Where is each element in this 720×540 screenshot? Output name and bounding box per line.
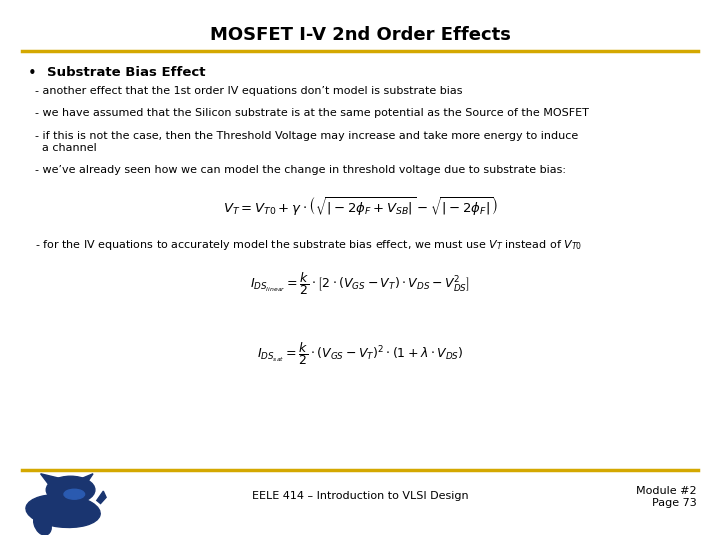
Text: - for the IV equations to accurately model the substrate bias effect, we must us: - for the IV equations to accurately mod…	[35, 238, 582, 252]
Ellipse shape	[64, 489, 85, 499]
Text: $I_{DS_{linear}} = \dfrac{k}{2} \cdot \left[2 \cdot \left(V_{GS} - V_T\right) \c: $I_{DS_{linear}} = \dfrac{k}{2} \cdot \l…	[250, 270, 470, 297]
Text: - another effect that the 1st order IV equations don’t model is substrate bias: - another effect that the 1st order IV e…	[35, 86, 462, 97]
Ellipse shape	[48, 492, 75, 507]
Polygon shape	[96, 491, 106, 503]
Ellipse shape	[34, 512, 51, 535]
Text: - if this is not the case, then the Threshold Voltage may increase and take more: - if this is not the case, then the Thre…	[35, 131, 578, 153]
Text: Module #2
Page 73: Module #2 Page 73	[636, 486, 697, 508]
Polygon shape	[40, 474, 61, 484]
Text: $V_T = V_{T0} + \gamma \cdot \left(\sqrt{\left|-2\phi_F + V_{SB}\right|} - \sqrt: $V_T = V_{T0} + \gamma \cdot \left(\sqrt…	[222, 195, 498, 218]
Text: $I_{DS_{sat}} = \dfrac{k}{2} \cdot \left(V_{GS} - V_T\right)^2 \cdot \left(1 + \: $I_{DS_{sat}} = \dfrac{k}{2} \cdot \left…	[257, 340, 463, 367]
Text: - we have assumed that the Silicon substrate is at the same potential as the Sou: - we have assumed that the Silicon subst…	[35, 108, 588, 118]
Text: Substrate Bias Effect: Substrate Bias Effect	[47, 66, 205, 79]
Ellipse shape	[26, 495, 100, 528]
Polygon shape	[78, 474, 93, 485]
Text: EELE 414 – Introduction to VLSI Design: EELE 414 – Introduction to VLSI Design	[252, 491, 468, 502]
Text: - we’ve already seen how we can model the change in threshold voltage due to sub: - we’ve already seen how we can model th…	[35, 165, 566, 175]
Text: •: •	[27, 66, 36, 81]
Text: MOSFET I-V 2nd Order Effects: MOSFET I-V 2nd Order Effects	[210, 26, 510, 44]
Ellipse shape	[46, 476, 95, 503]
